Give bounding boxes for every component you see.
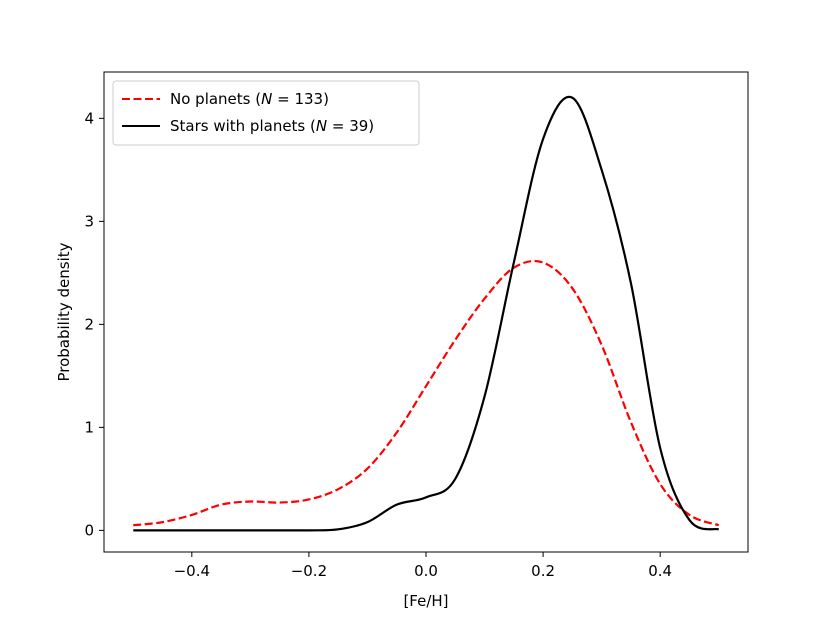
y-tick-label: 3 (84, 212, 94, 230)
x-axis: −0.4 −0.2 0.0 0.2 0.4 (174, 552, 672, 580)
y-axis: 0 1 2 3 4 (84, 109, 104, 539)
series-line-stars-with-planets (133, 95, 720, 532)
series-line-no-planets (133, 259, 720, 527)
y-tick-label: 1 (84, 418, 94, 436)
y-axis-label: Probability density (55, 242, 73, 381)
y-tick-label: 2 (84, 315, 94, 333)
x-axis-label: [Fe/H] (403, 592, 448, 610)
legend-label-stars-with-planets: Stars with planets (N = 39) (170, 117, 374, 135)
x-tick-label: 0.0 (414, 562, 438, 580)
legend-label-no-planets: No planets (N = 133) (170, 90, 329, 108)
y-tick-label: 0 (84, 521, 94, 539)
x-tick-label: 0.2 (531, 562, 555, 580)
x-tick-label: −0.2 (291, 562, 327, 580)
legend: No planets (N = 133) Stars with planets … (112, 80, 420, 146)
y-tick-label: 4 (84, 109, 94, 127)
x-tick-label: −0.4 (174, 562, 210, 580)
legend-box (112, 80, 420, 146)
x-tick-label: 0.4 (648, 562, 672, 580)
